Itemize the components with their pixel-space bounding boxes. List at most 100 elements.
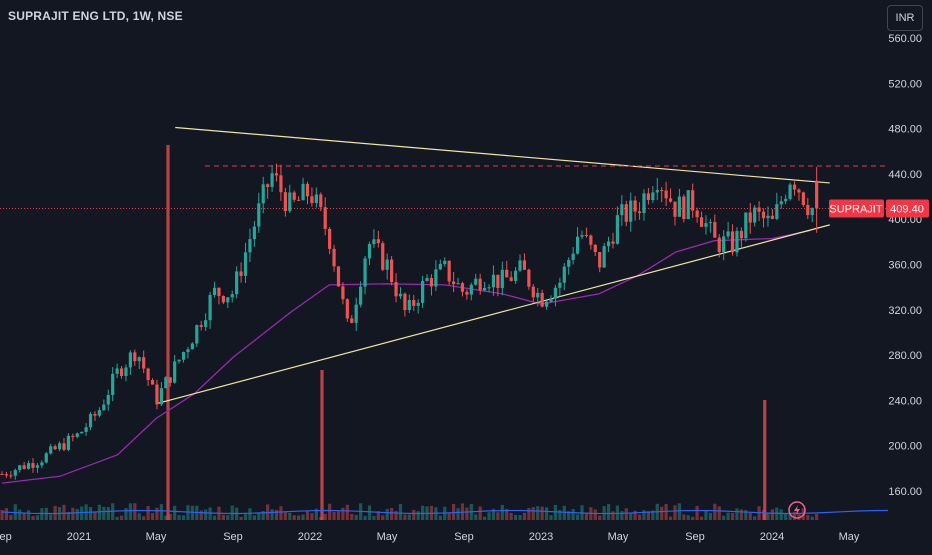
candle-body <box>310 196 314 204</box>
candle-body <box>4 474 9 476</box>
x-tick-label: May <box>146 531 167 543</box>
candle-body <box>22 465 26 469</box>
x-tick-label: Sep <box>0 531 12 543</box>
candle-body <box>146 368 150 381</box>
volume-bar <box>394 510 398 520</box>
candle-body <box>589 235 593 245</box>
volume-bar <box>500 504 504 520</box>
candle-body <box>452 281 456 285</box>
candle-body <box>642 193 646 214</box>
candle-body <box>390 259 394 283</box>
x-tick-label: May <box>608 531 629 543</box>
volume-bar <box>115 516 119 520</box>
candle-body <box>66 435 71 450</box>
candle-body <box>53 446 57 450</box>
volume-bar <box>571 509 575 520</box>
candle-body <box>602 246 606 268</box>
volume-bar <box>620 511 624 520</box>
candles-layer <box>0 163 819 480</box>
volume-bar <box>660 506 664 520</box>
volume-bar <box>575 514 580 520</box>
currency-button[interactable]: INR <box>887 5 923 31</box>
volume-bar <box>155 507 159 520</box>
candle-body <box>660 190 664 192</box>
volume-bar <box>261 510 265 520</box>
volume-bar <box>18 509 22 520</box>
candle-body <box>279 175 283 193</box>
volume-bar <box>49 514 53 520</box>
candle-body <box>44 453 48 463</box>
lightning-icon[interactable] <box>788 501 806 519</box>
candle-body <box>509 277 513 281</box>
volume-bar <box>549 515 553 520</box>
candle-body <box>111 373 115 395</box>
candle-body <box>611 241 615 244</box>
candle-body <box>469 284 473 295</box>
volume-bar <box>478 506 482 520</box>
volume-bar <box>606 504 611 520</box>
candle-body <box>398 293 403 297</box>
candle-body <box>155 384 159 405</box>
volume-bar <box>744 510 748 520</box>
candle-body <box>544 301 549 307</box>
candle-body <box>615 215 620 244</box>
volume-bar <box>611 511 615 520</box>
volume-bar <box>367 505 372 520</box>
volume-bar <box>283 512 287 520</box>
volume-bar <box>527 508 531 520</box>
candle-body <box>416 302 420 306</box>
volume-bar <box>75 508 79 520</box>
volume-bar <box>62 504 66 520</box>
candle-body <box>465 291 469 295</box>
volume-bar <box>190 505 194 520</box>
y-tick-label: 280.00 <box>888 350 922 362</box>
candle-body <box>221 296 225 303</box>
candle-body <box>106 394 110 405</box>
x-tick-label: 2021 <box>67 531 91 543</box>
candle-body <box>186 349 190 353</box>
candle-body <box>173 361 177 383</box>
volume-bar <box>93 511 97 520</box>
volume-bar <box>243 514 248 520</box>
volume-bar <box>150 513 155 520</box>
candle-body <box>40 462 44 466</box>
volume-bar <box>704 510 708 520</box>
candle-body <box>766 215 770 219</box>
volume-bar <box>168 514 172 520</box>
price-axis: 560.00520.00480.00440.00400.00360.00320.… <box>788 33 929 519</box>
candle-body <box>88 413 93 428</box>
candle-body <box>288 192 292 212</box>
candle-body <box>266 184 270 187</box>
volume-bar <box>642 510 646 520</box>
candle-body <box>629 200 633 222</box>
candle-body <box>381 243 385 270</box>
candle-body <box>744 212 748 239</box>
volume-bar <box>159 504 163 520</box>
x-tick-label: Sep <box>685 531 705 543</box>
volume-bar <box>708 512 712 520</box>
volume-bar <box>540 506 544 520</box>
candle-body <box>624 204 628 222</box>
volume-bar <box>102 506 106 520</box>
candle-body <box>367 244 372 259</box>
volume-bar <box>248 508 252 520</box>
volume-bar <box>598 515 602 520</box>
volume-bar <box>779 509 783 520</box>
y-tick-label: 560.00 <box>888 33 922 45</box>
volume-bar <box>682 514 686 520</box>
candle-body <box>505 269 509 278</box>
candle-body <box>75 433 79 437</box>
candle-body <box>323 207 327 229</box>
x-tick-label: 2023 <box>529 531 553 543</box>
volume-bar <box>252 515 256 520</box>
candle-body <box>500 269 504 288</box>
volume-bar <box>372 516 376 520</box>
volume-bar <box>509 512 513 520</box>
candle-body <box>159 388 163 405</box>
candle-body <box>801 192 805 205</box>
volume-bar <box>416 511 420 520</box>
candle-body <box>394 282 398 297</box>
